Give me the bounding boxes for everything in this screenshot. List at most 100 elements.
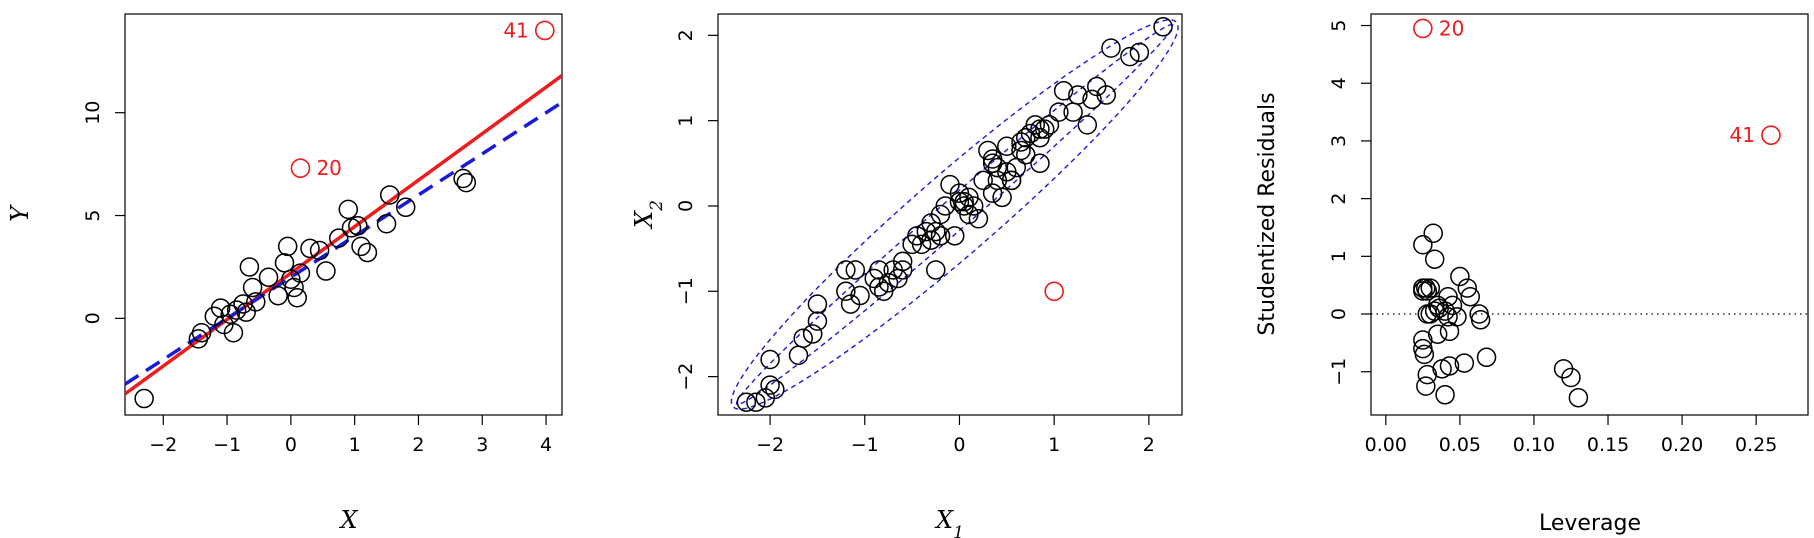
panel-3-data-point xyxy=(1450,266,1470,287)
panel-2-data-point xyxy=(836,260,856,280)
panel-2-data-point xyxy=(807,294,828,314)
panel-1-ticks: −2 −1 0 1 2 3 4 0 5 10 xyxy=(82,101,552,456)
panel-3-point-label: 41 xyxy=(1730,123,1755,147)
panel-1-data-point xyxy=(300,238,320,259)
panel-1-fit-line-dashed xyxy=(125,100,562,386)
panel-1-data-point xyxy=(268,285,288,306)
panel-1-ylabel: Y xyxy=(6,204,34,222)
panel-3-data-point xyxy=(1438,286,1458,307)
panel-2-ticks: −2 −1 0 1 2 −2 −1 0 1 2 xyxy=(675,29,1155,456)
panel-1-data-point xyxy=(348,216,368,236)
panel-2-data-point xyxy=(802,324,823,344)
panel-3-xtick-label: 0.20 xyxy=(1661,434,1703,456)
panel-2-data-point xyxy=(760,375,780,395)
panel-1-data-point xyxy=(223,322,244,343)
panel-3-data-point xyxy=(1413,235,1433,255)
panel-1-data-point xyxy=(246,292,266,312)
panel-2-data-point xyxy=(911,234,932,255)
panel-3-data-point xyxy=(1457,278,1478,298)
panel-1-frame xyxy=(124,13,563,416)
panel-1-data-point xyxy=(453,168,473,189)
panel-3-data-point xyxy=(1417,364,1438,385)
panel-2-xlabel-main: X xyxy=(934,506,954,534)
panel-1-data-point xyxy=(316,261,336,281)
panel-1-data-point xyxy=(357,242,378,263)
panel-1-data-point xyxy=(226,300,247,320)
panel-2-contour-ellipse xyxy=(735,23,1174,406)
panel-2-data-point xyxy=(807,311,828,331)
panel-3-point-label: 20 xyxy=(1439,16,1464,40)
panel-1-data-point xyxy=(338,199,359,220)
panel-2-data-point xyxy=(1016,145,1036,165)
panel-2-xtick-label: −2 xyxy=(756,434,784,456)
panel-2-data-point xyxy=(1030,119,1050,139)
panel-1-point-label: 20 xyxy=(316,156,341,180)
panel-3-data-point xyxy=(1568,387,1589,408)
panel-2-data-point xyxy=(987,157,1008,178)
panel-3-data-point xyxy=(1439,356,1460,376)
panel-1-data-point xyxy=(233,294,253,314)
panel-3-data-point xyxy=(1424,249,1445,269)
panel-3-data-point xyxy=(1460,286,1481,307)
panel-1-xtick-label: 3 xyxy=(476,434,488,456)
panel-2-data-point xyxy=(892,251,913,272)
panel-2-data-point xyxy=(1101,38,1121,58)
panel-2-xtick-label: −1 xyxy=(851,434,879,456)
panel-2-data-point xyxy=(878,273,899,293)
panel-3-xtick-label: 0.00 xyxy=(1365,434,1407,456)
panel-1-data-point xyxy=(191,322,212,343)
panel-1-xtick-label: 2 xyxy=(412,434,424,456)
panel-3-xlabel: Leverage xyxy=(1539,511,1641,536)
panel-2-ytick-label: 0 xyxy=(675,200,697,212)
panel-2-xtick-label: 2 xyxy=(1143,434,1155,456)
panel-1-point-label: 41 xyxy=(503,18,528,42)
panel-2-data-point xyxy=(845,260,866,280)
panel-1-xtick-label: 1 xyxy=(349,434,361,456)
panel-1-data-point xyxy=(380,185,400,205)
panel-3-data-point xyxy=(1427,324,1448,344)
panel-2-data-point xyxy=(1025,115,1045,135)
panel-3-data-point xyxy=(1561,367,1581,388)
panel-2-data-point xyxy=(869,277,889,297)
panel-2-data-point xyxy=(930,226,951,246)
panel-1-ytick-label: 0 xyxy=(82,312,104,324)
panel-1-data-point xyxy=(258,267,279,287)
panel-2-data-point xyxy=(1082,89,1102,110)
panel-2-data-point xyxy=(1129,42,1150,63)
panel-3-ytick-label: 4 xyxy=(1328,77,1350,89)
panel-3-data-point xyxy=(1416,278,1436,298)
panel-2-data-point xyxy=(968,209,989,229)
panel-1-xtick-label: −2 xyxy=(149,434,177,456)
panel-3-data-point xyxy=(1442,295,1463,316)
panel-3-ytick-label: −1 xyxy=(1328,358,1350,386)
panel-2-data-point xyxy=(1001,170,1022,191)
panel-2-data-point xyxy=(1077,115,1098,135)
panel-2-data-point xyxy=(1063,102,1083,122)
panel-2-data-point xyxy=(944,226,965,246)
panel-3-highlighted-point xyxy=(1413,18,1433,39)
panel-3-ytick-label: 5 xyxy=(1328,19,1350,31)
panel-3-points xyxy=(1413,223,1589,408)
panel-3-data-point xyxy=(1470,310,1491,330)
panel-1-data-point xyxy=(239,257,260,277)
panel-1-xtick-label: 0 xyxy=(285,434,297,456)
panel-1-data-point xyxy=(287,288,307,308)
panel-1-data-point xyxy=(290,263,311,283)
panel-2-ytick-label: −2 xyxy=(675,363,697,391)
panel-1-fit-line-solid xyxy=(125,74,562,396)
panel-1-data-point xyxy=(281,269,301,290)
panel-2-data-point xyxy=(1053,81,1074,101)
panel-2-data-point xyxy=(1120,46,1140,67)
panel-2-data-point xyxy=(992,187,1012,208)
panel-3-xtick-label: 0.15 xyxy=(1587,434,1629,456)
panel-3-data-point xyxy=(1447,307,1467,327)
panel-1-data-point xyxy=(210,298,231,318)
panel-2-data-point xyxy=(1039,115,1060,135)
panel-1-data-point xyxy=(456,172,477,193)
panel-2-data-point xyxy=(788,345,809,366)
panel-2-data-point xyxy=(793,328,813,348)
panel-2-data-point xyxy=(1016,127,1036,148)
